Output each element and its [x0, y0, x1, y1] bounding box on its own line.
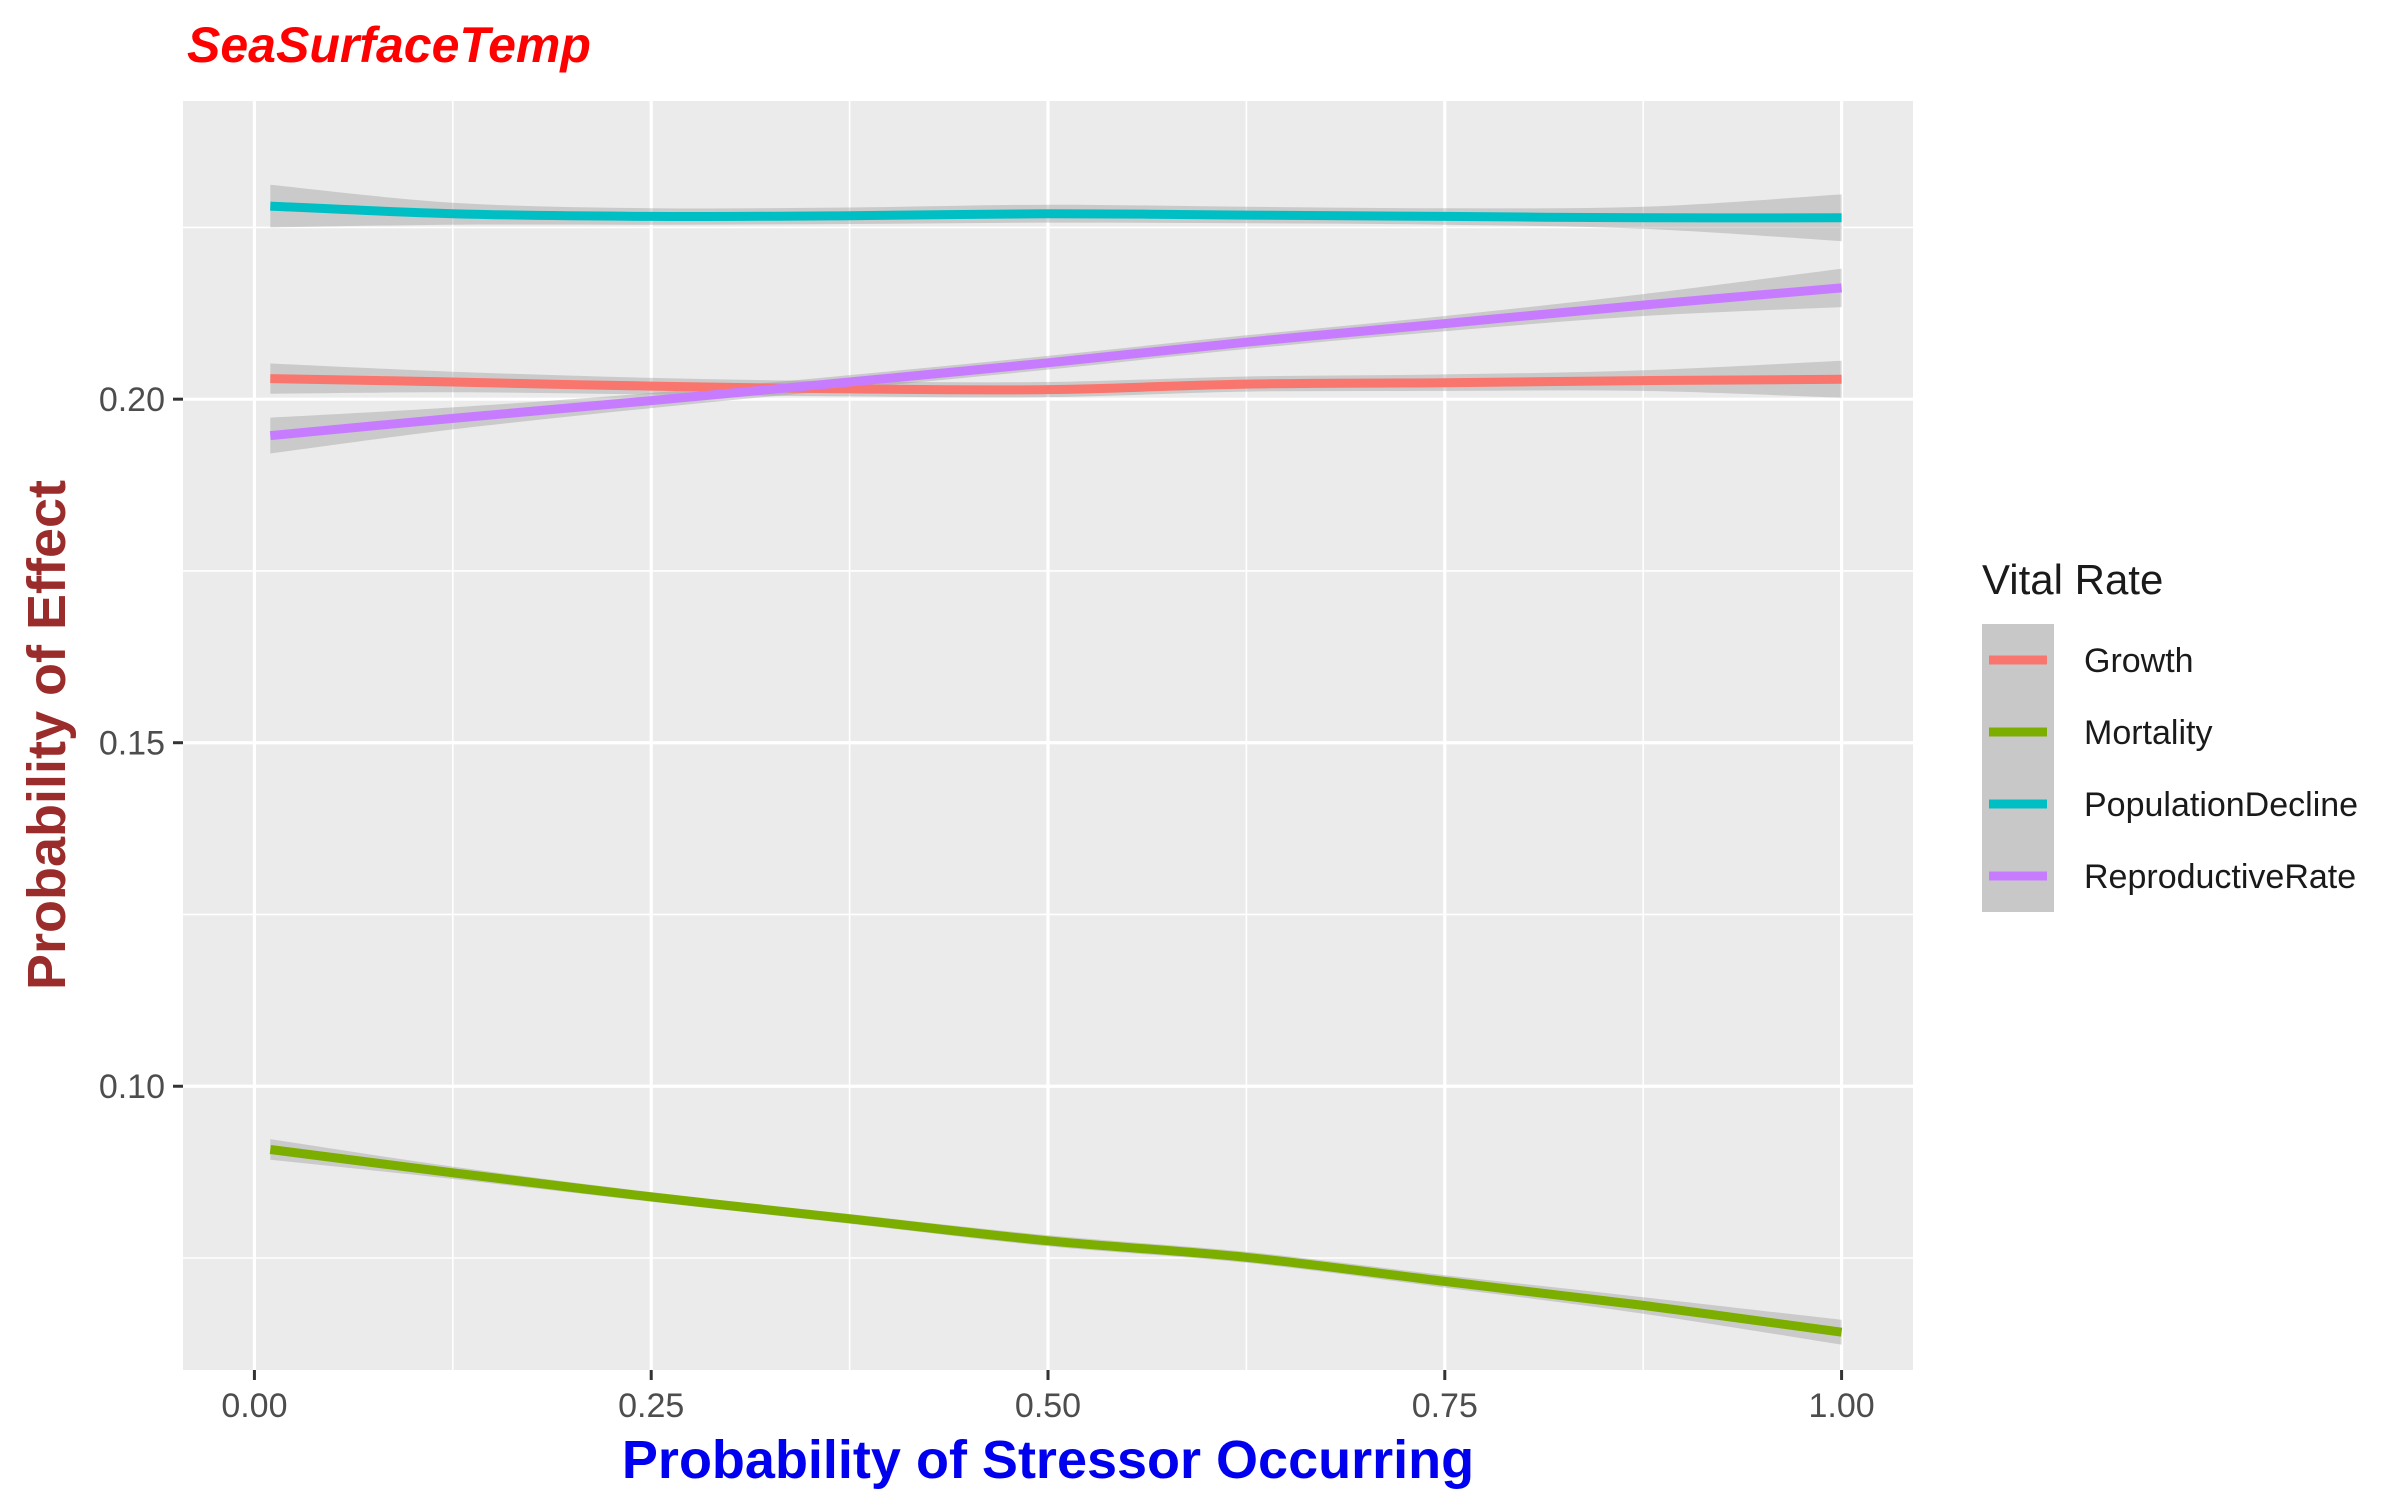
y-tick-label: 0.20 [99, 381, 165, 419]
x-tick-label: 1.00 [1808, 1387, 1874, 1425]
legend-label-Mortality: Mortality [2084, 714, 2212, 752]
legend-label-ReproductiveRate: ReproductiveRate [2084, 858, 2356, 896]
y-axis-ticks: 0.10 0.15 0.20 [99, 381, 183, 1106]
y-axis-title: Probability of Effect [17, 480, 77, 990]
x-axis-ticks: 0.00 0.25 0.50 0.75 1.00 [221, 1370, 1875, 1425]
series-line-Growth [270, 374, 1842, 395]
x-tick-label: 0.00 [221, 1387, 287, 1425]
legend: Vital Rate Growth Mortality PopulationDecl… [1982, 556, 2358, 912]
x-tick-label: 0.50 [1015, 1387, 1081, 1425]
legend-title: Vital Rate [1982, 556, 2163, 603]
legend-label-Growth: Growth [2084, 642, 2194, 680]
series-line-PopulationDecline [270, 201, 1842, 223]
x-tick-label: 0.75 [1412, 1387, 1478, 1425]
y-tick-label: 0.10 [99, 1068, 165, 1106]
series-lines [269, 201, 1843, 1337]
legend-label-PopulationDecline: PopulationDecline [2084, 786, 2358, 824]
gridlines [183, 101, 1913, 1370]
x-axis-title: Probability of Stressor Occurring [622, 1430, 1474, 1490]
x-tick-label: 0.25 [618, 1387, 684, 1425]
series-line-ReproductiveRate [269, 283, 1842, 441]
series-line-Mortality [269, 1145, 1843, 1337]
legend-items: Growth Mortality PopulationDecline Reproduc… [1982, 624, 2358, 912]
chart-title: SeaSurfaceTemp [187, 17, 591, 73]
y-tick-label: 0.15 [99, 725, 165, 763]
